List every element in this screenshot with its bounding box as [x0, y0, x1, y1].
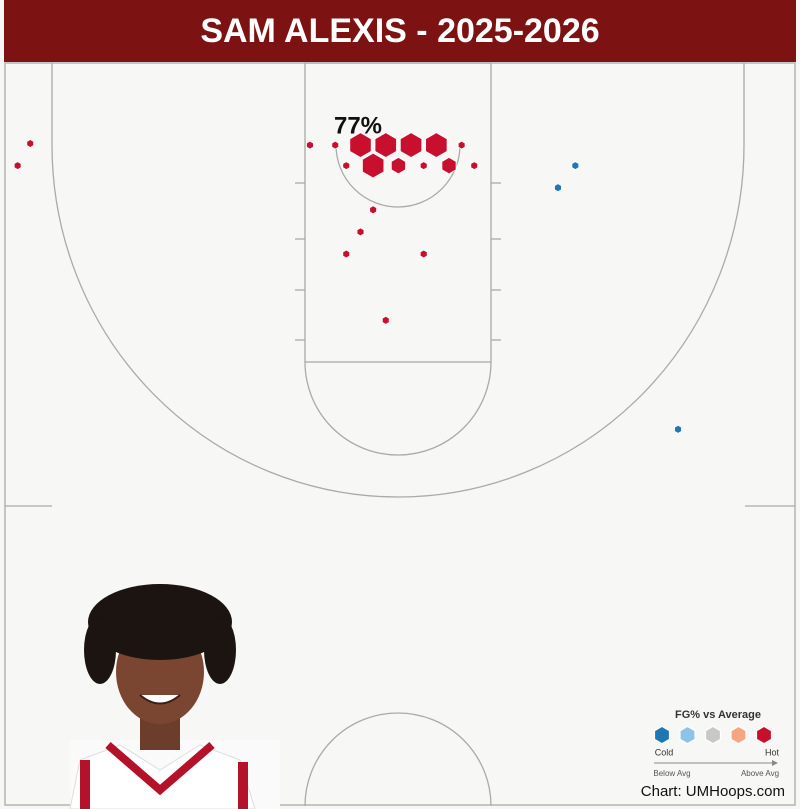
- legend-swatch: [679, 725, 696, 745]
- legend-title: FG% vs Average: [675, 709, 761, 721]
- hex: [554, 183, 562, 193]
- hex: [13, 161, 22, 171]
- legend-swatch: [730, 725, 747, 745]
- hex: [425, 132, 448, 158]
- hex: [419, 249, 428, 259]
- hex: [369, 205, 378, 215]
- hex: [470, 161, 479, 171]
- hex: [306, 140, 314, 150]
- court: [4, 62, 796, 807]
- legend-swatch: [654, 725, 670, 745]
- hex: [342, 249, 351, 259]
- center-circle: [304, 712, 492, 807]
- hex: [381, 315, 390, 325]
- player-photo: [69, 584, 280, 809]
- legend-high: Above Avg: [741, 769, 779, 778]
- restricted-arc: [335, 144, 461, 208]
- lane: [304, 62, 492, 363]
- legend-low: Below Avg: [653, 769, 690, 778]
- free-throw-circle: [304, 361, 492, 456]
- hex: [342, 161, 351, 171]
- hex: [390, 156, 406, 175]
- hex: [441, 156, 457, 175]
- legend-arrow-head: [772, 760, 778, 766]
- hex: [356, 227, 365, 237]
- hex: [399, 132, 423, 158]
- chart-title: SAM ALEXIS - 2025-2026: [200, 12, 599, 50]
- legend-label: Cold: [655, 747, 674, 757]
- hex: [349, 132, 372, 158]
- legend-swatch: [756, 725, 772, 745]
- hex: [331, 140, 340, 150]
- hex: [457, 140, 466, 150]
- hex: [571, 161, 580, 171]
- hex: [374, 132, 397, 158]
- three-point-line: [51, 63, 745, 498]
- credit: Chart: UMHoops.com: [641, 783, 785, 800]
- hex: [419, 161, 428, 171]
- hex: [361, 152, 385, 179]
- legend-swatch: [705, 725, 721, 745]
- hex: [26, 139, 35, 148]
- legend-label: Hot: [765, 747, 780, 757]
- title-banner: [4, 0, 796, 62]
- hex: [674, 424, 682, 434]
